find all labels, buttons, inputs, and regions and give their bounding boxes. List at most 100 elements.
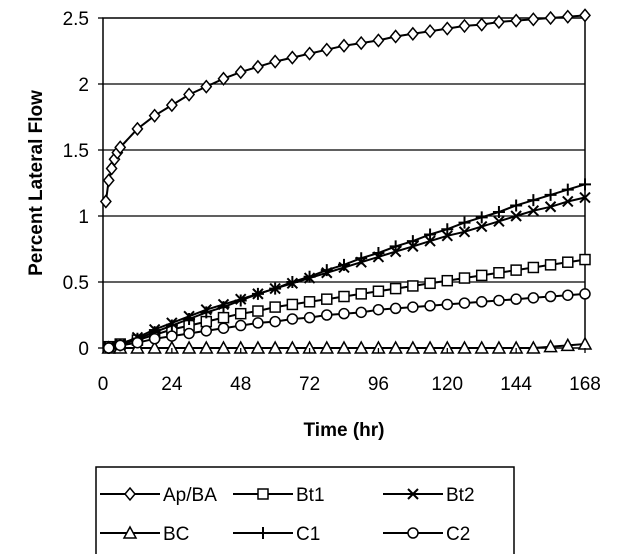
data-point-square <box>458 272 471 284</box>
data-point-circle <box>131 336 144 349</box>
data-point-square <box>389 282 402 295</box>
data-point-circle <box>458 297 471 309</box>
data-point-plus <box>355 252 368 265</box>
data-point-x <box>458 226 471 238</box>
data-point-diamond <box>406 26 419 42</box>
data-point-plus <box>544 188 557 201</box>
data-point-diamond <box>217 71 230 86</box>
data-point-circle <box>407 527 419 539</box>
y-tick-label: 2.5 <box>63 9 89 30</box>
data-point-square <box>510 264 522 276</box>
data-point-diamond <box>441 21 454 36</box>
data-point-triangle <box>388 340 403 354</box>
data-point-x <box>476 220 488 233</box>
data-point-square <box>544 259 557 271</box>
x-tick-label: 120 <box>431 374 463 395</box>
data-point-triangle <box>422 340 438 354</box>
y-axis-ticks: 0 0.5 1 1.5 2 2.5 <box>63 9 103 360</box>
x-axis-ticks: 0 24 48 72 96 120 144 168 <box>98 348 601 395</box>
data-point-plus <box>286 276 299 288</box>
data-point-diamond <box>320 42 333 57</box>
series-layer <box>99 8 593 354</box>
data-point-diamond <box>579 8 591 23</box>
y-tick-label: 0.5 <box>63 273 89 294</box>
data-point-diamond <box>124 486 136 502</box>
data-point-diamond <box>148 108 161 123</box>
data-point-plus <box>338 258 350 271</box>
x-axis-title: Time (hr) <box>304 420 385 441</box>
data-point-diamond <box>234 64 247 80</box>
data-point-square <box>252 305 264 317</box>
data-point-diamond <box>114 140 127 155</box>
legend-label: Bt2 <box>446 485 475 506</box>
data-point-circle <box>527 292 540 304</box>
data-point-plus <box>492 206 505 219</box>
data-point-square <box>562 256 574 268</box>
data-point-diamond <box>183 87 196 102</box>
data-point-diamond <box>131 121 144 137</box>
series-ap-ba <box>99 8 591 209</box>
data-point-x <box>493 215 505 227</box>
series-bc <box>101 336 593 354</box>
data-point-triangle <box>319 340 335 354</box>
data-point-circle <box>441 298 454 311</box>
data-point-x <box>527 205 540 217</box>
data-point-circle <box>183 327 195 340</box>
data-point-circle <box>389 302 402 315</box>
data-point-square <box>217 311 230 324</box>
data-point-triangle <box>353 340 369 354</box>
data-point-circle <box>217 322 230 334</box>
data-point-plus <box>389 240 402 253</box>
data-point-diamond <box>303 46 316 61</box>
data-point-diamond <box>338 38 350 53</box>
data-point-plus <box>527 194 540 207</box>
data-point-circle <box>338 307 350 320</box>
data-point-triangle <box>560 337 576 352</box>
data-point-plus <box>458 216 471 229</box>
data-point-triangle <box>216 340 231 354</box>
data-point-square <box>338 290 350 303</box>
x-tick-label: 24 <box>161 374 183 395</box>
legend: Ap/BA Bt1 Bt2 BC C1 C2 <box>95 466 515 554</box>
data-point-plus <box>234 294 247 307</box>
data-point-circle <box>114 339 126 352</box>
data-point-triangle <box>491 340 507 354</box>
data-point-plus <box>579 178 591 191</box>
legend-label: BC <box>163 524 189 545</box>
data-point-circle <box>148 333 161 345</box>
data-point-square <box>269 301 281 313</box>
data-point-diamond <box>269 54 282 69</box>
data-point-plus <box>217 301 230 314</box>
data-point-diamond <box>544 10 557 26</box>
data-point-triangle <box>199 340 214 354</box>
data-point-diamond <box>355 35 368 51</box>
x-tick-label: 72 <box>299 374 320 395</box>
legend-box <box>95 466 515 554</box>
data-point-triangle <box>405 340 421 354</box>
data-point-square <box>441 274 454 287</box>
data-point-square <box>372 285 385 297</box>
data-point-triangle <box>474 340 489 354</box>
data-point-triangle <box>147 340 162 354</box>
data-point-circle <box>303 311 316 324</box>
legend-item: Bt1 <box>233 485 325 506</box>
data-point-x <box>441 230 453 242</box>
data-point-square <box>579 253 591 266</box>
y-tick-label: 2 <box>78 75 89 96</box>
data-point-diamond <box>424 24 437 39</box>
data-point-diamond <box>286 50 299 65</box>
legend-label: C1 <box>296 524 320 545</box>
data-point-circle <box>544 290 557 303</box>
data-point-plus <box>406 235 419 248</box>
data-point-circle <box>286 313 299 325</box>
grid-lines <box>103 83 585 283</box>
data-point-plus <box>441 223 454 236</box>
data-point-triangle <box>457 340 472 354</box>
data-point-plus <box>424 228 437 241</box>
data-point-square <box>407 280 419 292</box>
data-point-circle <box>269 315 281 328</box>
data-point-x <box>579 191 591 204</box>
y-tick-label: 1 <box>78 207 89 228</box>
data-point-square <box>234 307 247 320</box>
